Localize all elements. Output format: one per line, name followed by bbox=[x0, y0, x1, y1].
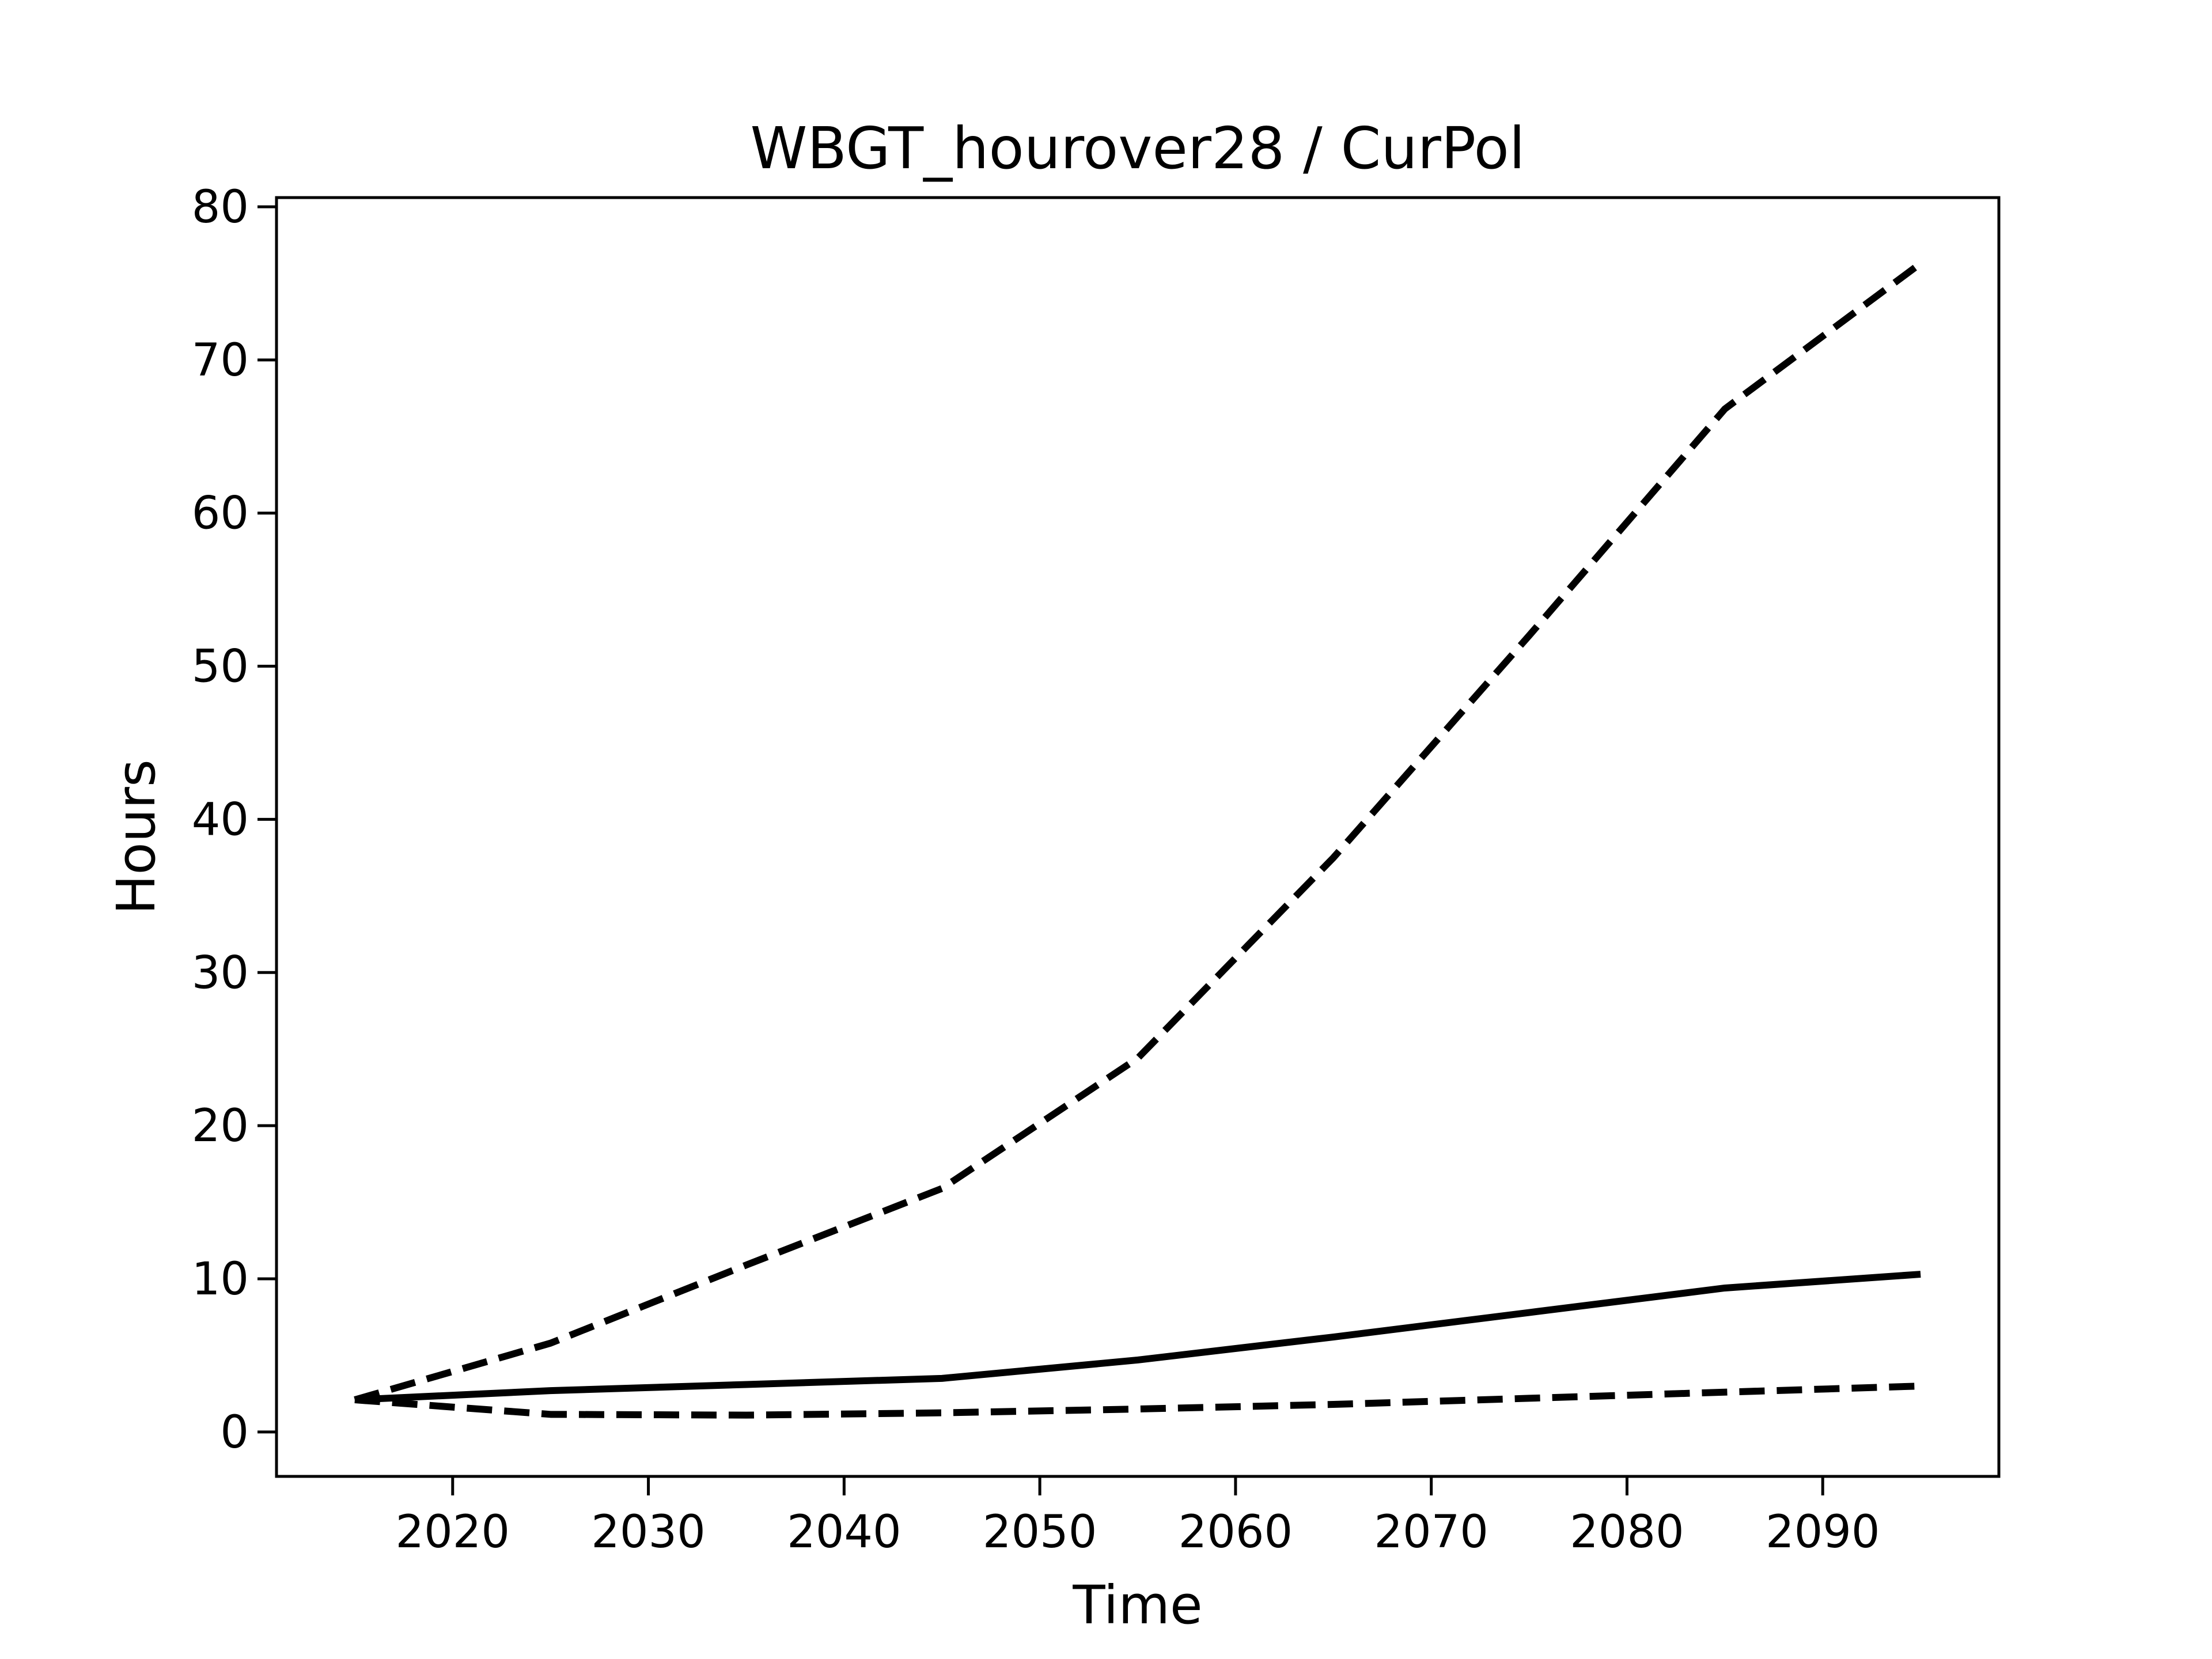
x-tick-label: 2050 bbox=[983, 1506, 1097, 1558]
x-tick-label: 2070 bbox=[1374, 1506, 1488, 1558]
x-tick-label: 2020 bbox=[396, 1506, 510, 1558]
x-tick-label: 2060 bbox=[1179, 1506, 1293, 1558]
y-tick-label: 0 bbox=[220, 1407, 249, 1459]
chart-title: WBGT_hourover28 / CurPol bbox=[750, 115, 1525, 182]
series-solid-line bbox=[354, 1271, 1921, 1404]
x-tick-label: 2030 bbox=[591, 1506, 706, 1558]
y-tick-label: 40 bbox=[192, 794, 249, 846]
y-tick-label: 60 bbox=[192, 488, 249, 540]
series-upper-dashed-line bbox=[354, 260, 1923, 1403]
y-tick-label: 70 bbox=[192, 335, 249, 387]
axes-spines bbox=[275, 196, 2001, 1478]
y-axis-label: Hours bbox=[105, 759, 167, 915]
x-tick-label: 2090 bbox=[1766, 1506, 1880, 1558]
y-tick-label: 20 bbox=[192, 1100, 249, 1152]
x-tick-label: 2080 bbox=[1570, 1506, 1684, 1558]
x-axis-label: Time bbox=[1072, 1574, 1202, 1636]
y-tick-label: 10 bbox=[192, 1253, 249, 1305]
y-tick-label: 50 bbox=[192, 641, 249, 693]
x-tick-label: 2040 bbox=[787, 1506, 902, 1558]
y-tick-label: 80 bbox=[192, 181, 249, 233]
y-tick-label: 30 bbox=[192, 947, 249, 999]
